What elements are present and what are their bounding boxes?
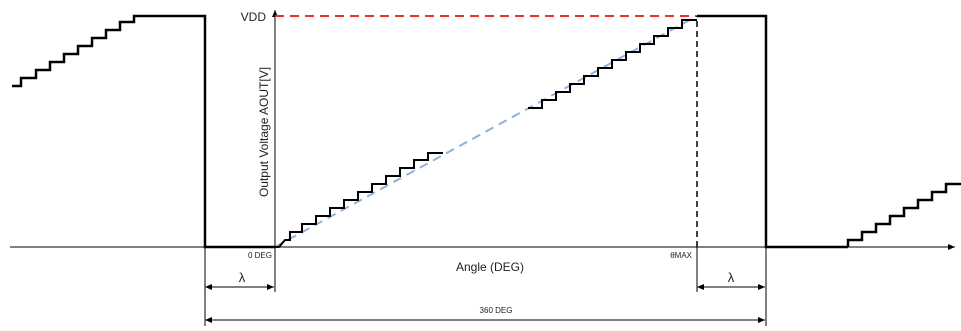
ideal-ramp-line — [274, 15, 698, 248]
vdd-label: VDD — [241, 10, 267, 24]
x-axis-label: Angle (DEG) — [456, 260, 524, 274]
output-trace-clamp-high — [697, 14, 848, 249]
lambda-left-label: λ — [239, 270, 246, 285]
full-turn-label: 360 DEG — [480, 306, 513, 315]
output-trace-right — [846, 182, 961, 247]
lambda-right-label: λ — [728, 270, 735, 285]
output-trace-ramp-lower — [275, 152, 443, 248]
zero-deg-label: 0 DEG — [248, 251, 272, 260]
theta-max-label: θMAX — [670, 251, 692, 260]
output-trace-ramp-upper — [528, 19, 697, 109]
y-axis-label: Output Voltage AOUT[V] — [257, 67, 271, 197]
output-trace-left — [12, 14, 275, 249]
